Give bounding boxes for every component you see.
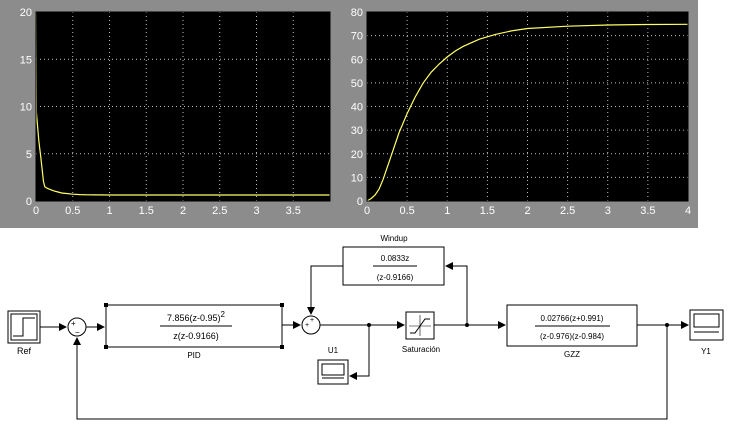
- scope1-x-tick-label: 2: [180, 205, 186, 217]
- pid-denominator: z(z-0.9166): [173, 331, 219, 341]
- scope1-x-tick-label: 0.5: [65, 205, 80, 217]
- scope1-y-tick-label: 10: [20, 102, 32, 114]
- scope1-y-tick-label: 0: [26, 196, 32, 208]
- scope1-y-tick-label: 15: [20, 54, 32, 66]
- scope2-y-tick-label: 50: [351, 78, 363, 90]
- scope2-y-tick-label: 20: [351, 149, 363, 161]
- sum2-top-plus-sign: +: [310, 317, 314, 324]
- scope1-x-tick-label: 1: [106, 205, 112, 217]
- scope2-x-tick-label: 4: [685, 205, 691, 217]
- scope2-x-tick-label: 1: [444, 205, 450, 217]
- scope2-x-tick-label: 2: [524, 205, 530, 217]
- scope1-y-tick-label: 20: [20, 7, 32, 19]
- sum2-left-plus-sign: +: [305, 322, 309, 329]
- windup-denominator: (z-0.9166): [377, 273, 414, 282]
- scope2-x-tick-label: 2.5: [560, 205, 575, 217]
- u1-scope-block[interactable]: [317, 359, 349, 385]
- scope2-plot-border: [366, 11, 689, 202]
- scope2-x-tick-label: 0.5: [399, 205, 414, 217]
- scope1-y-tick-label: 5: [26, 149, 32, 161]
- pid-numerator: 7.856(z-0.95)2: [167, 310, 226, 323]
- ref-step-block[interactable]: [7, 310, 41, 344]
- scope2-x-tick-label: 3: [605, 205, 611, 217]
- scope1-x-tick-label: 1.5: [139, 205, 154, 217]
- sum1-plus-sign: +: [71, 319, 76, 328]
- scope2-signal-trace: [366, 23, 689, 202]
- scope1-x-tick-label: 3: [253, 205, 259, 217]
- block-diagram: Ref + − 7.856(z-0.95)2 z(z-0.9166) PID +…: [7, 234, 724, 420]
- gzz-block[interactable]: [506, 304, 638, 347]
- ref-label: Ref: [17, 346, 32, 356]
- saturation-label: Saturación: [402, 345, 440, 354]
- scope2-y-tick-label: 30: [351, 125, 363, 137]
- scope-panel: 0 0.5 1 1.5 2 2.5 3 3.5 0 5 10 15 20 0 0.5 1 1.5 2 2.5 3 3.…: [0, 0, 698, 228]
- gzz-denominator: (z-0.976)(z-0.984): [540, 332, 604, 341]
- scope2-x-tick-label: 3.5: [640, 205, 655, 217]
- gzz-label: GZZ: [564, 350, 580, 359]
- scope2-y-tick-label: 40: [351, 102, 363, 114]
- scope1-x-tick-label: 0: [33, 205, 39, 217]
- y1-label: Y1: [701, 347, 711, 356]
- y1-scope-block[interactable]: [689, 309, 724, 341]
- pid-block[interactable]: [104, 303, 284, 349]
- scope2-y-tick-label: 70: [351, 31, 363, 43]
- scope2-x-tick-label: 0: [364, 205, 370, 217]
- scope1-plot-border: [35, 11, 331, 202]
- scope1-signal-trace: [35, 11, 330, 196]
- scope2-y-tick-label: 80: [351, 7, 363, 19]
- sum1-minus-sign: −: [75, 328, 80, 337]
- pid-label: PID: [187, 351, 201, 360]
- scope1-x-tick-label: 3.5: [286, 205, 301, 217]
- scope1-x-tick-label: 2.5: [212, 205, 227, 217]
- u1-label: U1: [328, 346, 339, 355]
- scope2-y-tick-label: 0: [357, 196, 363, 208]
- branch-points: [367, 323, 669, 327]
- windup-title: Windup: [380, 234, 408, 243]
- scope2-y-tick-label: 10: [351, 172, 363, 184]
- signal-lines: [40, 262, 689, 420]
- gzz-numerator: 0.02766(z+0.991): [541, 314, 604, 323]
- scope2-y-tick-label: 60: [351, 54, 363, 66]
- saturation-block[interactable]: [405, 311, 435, 340]
- windup-numerator: 0.0833z: [381, 254, 409, 263]
- scope-plot-left: 0 0.5 1 1.5 2 2.5 3 3.5 0 5 10 15 20: [20, 7, 331, 217]
- scope2-x-tick-label: 1.5: [480, 205, 495, 217]
